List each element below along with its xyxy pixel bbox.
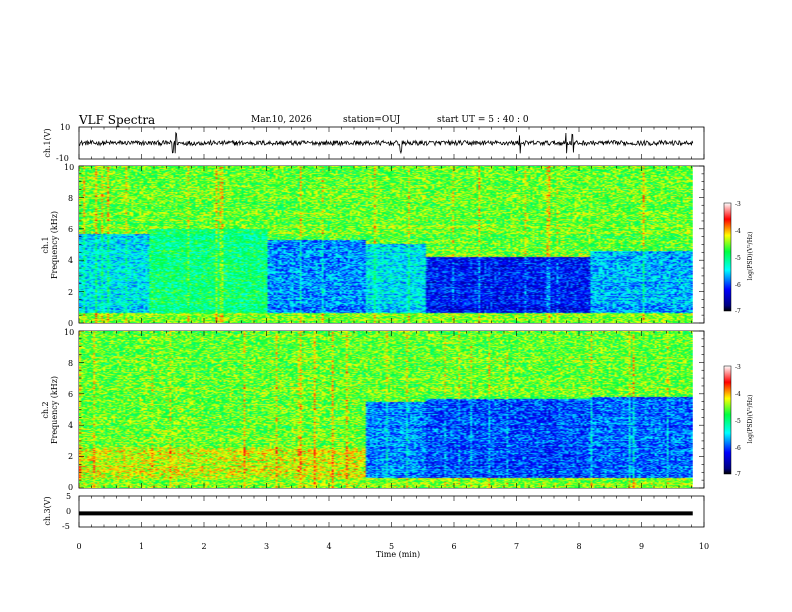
ch2-freq-ylabel: Frequency (kHz) xyxy=(50,376,59,444)
ch1-colorbar xyxy=(723,202,732,312)
ch3-waveform-panel: 5 0 -5 ch.3(V) xyxy=(43,492,705,531)
ch1-ytick-4: 4 xyxy=(68,256,73,265)
ch1-ytick-8: 8 xyxy=(68,194,73,203)
xtick-7: 7 xyxy=(514,542,519,551)
ch1-spectrogram-yticks: 0 2 4 6 8 10 xyxy=(64,163,74,328)
ch2-ytick-8: 8 xyxy=(68,359,73,368)
ch2-spectrogram-panel: 0 2 4 6 8 10 ch.2 Frequency (kHz) -3 -4 … xyxy=(41,328,754,492)
ch1-ytick-10: 10 xyxy=(64,163,74,172)
ch1-waveform-panel: 10 -10 ch.1(V) xyxy=(43,123,705,163)
ch1-cb-tick-m5: -5 xyxy=(735,255,741,262)
ch2-cb-tick-m6: -6 xyxy=(735,445,741,452)
xtick-5: 5 xyxy=(389,542,394,551)
ch3-ytick-5: 5 xyxy=(66,492,71,501)
start-time-label: start UT = 5 : 40 : 0 xyxy=(437,115,529,125)
ch1-ytick-0: 0 xyxy=(68,319,73,328)
ch2-cb-tick-m7: -7 xyxy=(735,471,741,478)
xtick-10: 10 xyxy=(699,542,709,551)
ch1-spectrogram-panel: 0 2 4 6 8 10 ch.1 Frequency (kHz) -3 -4 … xyxy=(41,163,754,328)
ch3-ytick-m5: -5 xyxy=(62,522,70,531)
ch1-cb-tick-m7: -7 xyxy=(735,308,741,315)
ch2-cb-tick-m3: -3 xyxy=(735,364,741,371)
axis-tick-marks xyxy=(78,127,705,527)
ch3-waveform-ylabel: ch.3(V) xyxy=(43,496,52,525)
ch1-spectrogram-heatmap xyxy=(79,166,693,323)
xtick-1: 1 xyxy=(139,542,144,551)
ch1-waveform-ylabel: ch.1(V) xyxy=(43,128,52,157)
ch1-ytick-top: 10 xyxy=(60,123,70,132)
ch1-freq-ylabel: Frequency (kHz) xyxy=(50,211,59,279)
ch2-cb-tick-m4: -4 xyxy=(735,391,741,398)
ch1-ytick-bottom: -10 xyxy=(56,154,69,163)
xtick-0: 0 xyxy=(76,542,81,551)
ch1-cb-tick-m4: -4 xyxy=(735,228,741,235)
ch2-colorbar xyxy=(723,365,732,475)
x-axis-label: Time (min) xyxy=(376,550,420,559)
xtick-9: 9 xyxy=(639,542,644,551)
ch2-ytick-0: 0 xyxy=(68,483,73,492)
xtick-6: 6 xyxy=(451,542,456,551)
ch1-ytick-6: 6 xyxy=(68,225,73,234)
ch1-cb-tick-m3: -3 xyxy=(735,201,741,208)
ch2-channel-label: ch.2 xyxy=(41,401,50,418)
ch1-channel-label: ch.1 xyxy=(41,236,50,253)
ch2-ytick-2: 2 xyxy=(68,452,73,461)
ch2-cb-tick-m5: -5 xyxy=(735,418,741,425)
xtick-4: 4 xyxy=(326,542,331,551)
xtick-8: 8 xyxy=(576,542,581,551)
chart-title: VLF Spectra xyxy=(79,113,156,127)
ch2-spectrogram-heatmap xyxy=(79,331,693,488)
ch1-colorbar-label: log(PSD)(V²/Hz) xyxy=(747,232,754,281)
ch2-ytick-4: 4 xyxy=(68,421,73,430)
station-label: station=OUJ xyxy=(343,115,401,125)
ch2-ytick-10: 10 xyxy=(64,328,74,337)
ch2-colorbar-label: log(PSD)(V²/Hz) xyxy=(747,395,754,444)
xtick-3: 3 xyxy=(264,542,269,551)
ch1-cb-tick-m6: -6 xyxy=(735,282,741,289)
ch3-ytick-0: 0 xyxy=(66,507,71,516)
ch2-ytick-6: 6 xyxy=(68,390,73,399)
ch1-waveform-trace xyxy=(79,131,694,155)
date-label: Mar.10, 2026 xyxy=(251,115,312,125)
x-axis: 0 1 2 3 4 5 6 7 8 9 10 Time (min) xyxy=(76,542,709,559)
ch1-ytick-2: 2 xyxy=(68,288,73,297)
ch2-spectrogram-yticks: 0 2 4 6 8 10 xyxy=(64,328,74,492)
xtick-2: 2 xyxy=(201,542,206,551)
